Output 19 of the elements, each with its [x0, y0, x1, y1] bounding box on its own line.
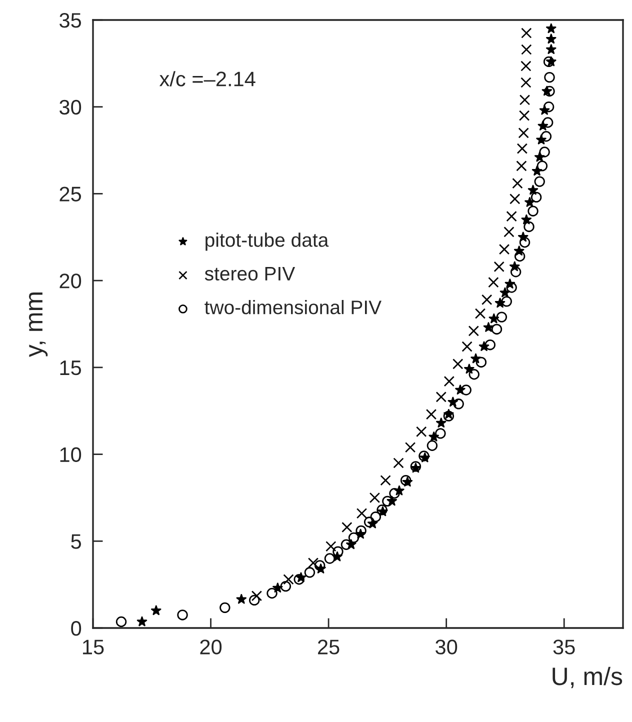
y-tick-label: 15 [60, 360, 82, 376]
x-tick-label: 20 [200, 640, 222, 654]
x-tick-label: 30 [436, 640, 458, 654]
legend-label: two-dimensional PIV [204, 300, 382, 314]
annotation: x/c =–2.14 [159, 71, 256, 86]
y-tick-label: 35 [60, 13, 82, 28]
y-tick-label: 25 [60, 186, 82, 202]
x-axis-title: U, m/s [552, 666, 622, 688]
legend-label: stereo PIV [204, 267, 296, 281]
y-tick-label: 5 [71, 534, 82, 549]
y-tick-label: 30 [60, 100, 82, 115]
y-tick-label: 0 [71, 621, 82, 636]
y-tick-label: 10 [60, 447, 82, 462]
y-axis-title: y, mm [28, 292, 48, 358]
legend-label: pitot-tube data [206, 232, 329, 251]
y-tick-label: 20 [60, 274, 82, 288]
x-tick-label: 35 [553, 640, 575, 654]
x-tick-label: 15 [83, 640, 104, 654]
x-tick-label: 25 [318, 640, 340, 654]
